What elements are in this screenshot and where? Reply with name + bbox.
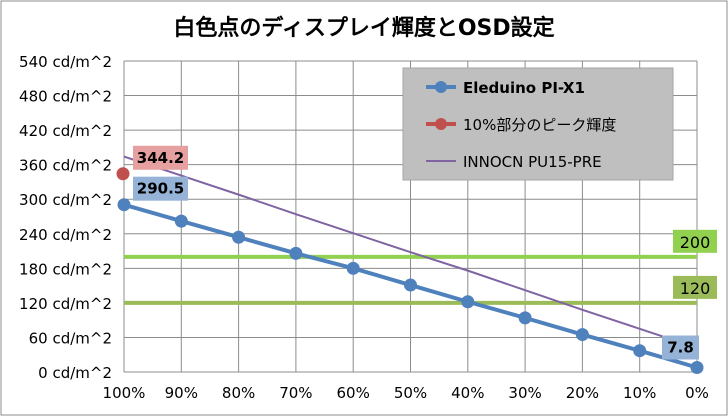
x-tick-label: 0% bbox=[685, 384, 709, 402]
data-labels: 344.2 290.5 7.8 bbox=[133, 145, 699, 360]
x-tick-label: 20% bbox=[566, 384, 599, 402]
x-tick-label: 10% bbox=[623, 384, 656, 402]
y-tick-label: 300 cd/m^2 bbox=[19, 191, 112, 209]
data-label-box bbox=[662, 335, 699, 360]
y-tick-label: 540 cd/m^2 bbox=[19, 53, 112, 71]
reference-label-box bbox=[673, 275, 717, 299]
reference-label-200: 200 bbox=[680, 233, 711, 252]
series-point-0 bbox=[518, 311, 532, 325]
y-tick-label: 360 cd/m^2 bbox=[19, 157, 112, 175]
x-tick-label: 70% bbox=[279, 384, 312, 402]
reference-label-120: 120 bbox=[680, 279, 711, 298]
y-tick-label: 0 cd/m^2 bbox=[38, 364, 112, 382]
series-point-0 bbox=[289, 246, 303, 260]
legend-swatch-marker bbox=[435, 81, 447, 93]
data-label-box bbox=[133, 176, 188, 201]
series-point-0 bbox=[232, 230, 246, 244]
legend-swatch-marker bbox=[435, 118, 447, 130]
axis-labels: 0 cd/m^2 60 cd/m^2 120 cd/m^2 180 cd/m^2 240… bbox=[19, 53, 709, 402]
y-tick-label: 240 cd/m^2 bbox=[19, 226, 112, 244]
legend-entry-label: 10%部分のピーク輝度 bbox=[463, 116, 616, 134]
series-point-0 bbox=[633, 344, 647, 358]
chart-title: 白色点のディスプレイ輝度とOSD設定 bbox=[173, 15, 554, 41]
data-label: 7.8 bbox=[667, 339, 694, 357]
series-point-0 bbox=[404, 278, 417, 292]
y-tick-label: 180 cd/m^2 bbox=[19, 260, 112, 278]
series-point-0 bbox=[117, 198, 131, 212]
x-tick-label: 100% bbox=[103, 384, 146, 402]
series-point-1 bbox=[116, 167, 130, 181]
y-tick-label: 480 cd/m^2 bbox=[19, 88, 112, 106]
series-point-0 bbox=[174, 214, 188, 228]
y-tick-label: 420 cd/m^2 bbox=[19, 122, 112, 140]
y-tick-label: 120 cd/m^2 bbox=[19, 295, 112, 313]
series-point-0 bbox=[690, 361, 704, 375]
legend-entry-label: Eleduino PI-X1 bbox=[463, 79, 585, 97]
data-label: 290.5 bbox=[137, 180, 184, 198]
reference-lines: 200 120 bbox=[124, 229, 717, 305]
data-label: 344.2 bbox=[137, 149, 184, 167]
x-tick-label: 60% bbox=[337, 384, 370, 402]
x-tick-label: 50% bbox=[394, 384, 427, 402]
series-layer bbox=[116, 155, 704, 375]
series-line-2 bbox=[123, 155, 698, 349]
data-label-box bbox=[133, 145, 188, 170]
x-tick-label: 30% bbox=[508, 384, 541, 402]
series-point-0 bbox=[575, 328, 589, 342]
reference-label-box bbox=[673, 229, 717, 253]
y-tick-label: 60 cd/m^2 bbox=[29, 329, 112, 347]
legend-entry-label: INNOCN PU15-PRE bbox=[463, 153, 602, 171]
x-tick-label: 80% bbox=[222, 384, 255, 402]
legend: Eleduino PI-X1 10%部分のピーク輝度 INNOCN PU15-PRE bbox=[402, 67, 674, 181]
x-tick-label: 40% bbox=[451, 384, 484, 402]
series-point-0 bbox=[346, 261, 360, 275]
x-tick-label: 90% bbox=[165, 384, 198, 402]
series-point-0 bbox=[461, 295, 475, 309]
